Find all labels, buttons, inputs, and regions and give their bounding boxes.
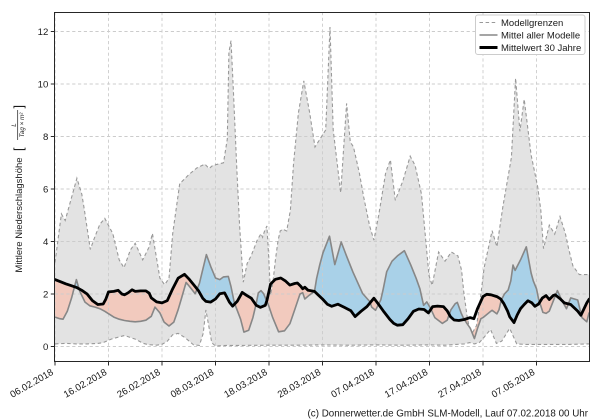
svg-text:6: 6 <box>43 184 48 195</box>
svg-text:L: L <box>11 123 18 127</box>
svg-text:12: 12 <box>38 27 49 38</box>
svg-text:Mittelwert 30 Jahre: Mittelwert 30 Jahre <box>501 43 581 54</box>
svg-text:Mittel aller Modelle: Mittel aller Modelle <box>501 30 580 41</box>
svg-text:]: ] <box>12 105 26 108</box>
svg-text:4: 4 <box>43 237 49 248</box>
svg-text:Tag × m²: Tag × m² <box>19 112 26 138</box>
svg-text:8: 8 <box>43 132 48 143</box>
svg-text:[: [ <box>12 147 26 151</box>
svg-text:Modellgrenzen: Modellgrenzen <box>501 18 563 29</box>
svg-text:(c) Donnerwetter.de GmbH SLM-M: (c) Donnerwetter.de GmbH SLM-Modell, Lau… <box>308 409 589 420</box>
svg-text:10: 10 <box>38 79 49 90</box>
svg-text:0: 0 <box>43 342 48 353</box>
svg-text:2: 2 <box>43 289 48 300</box>
svg-text:Mittlere Niederschlagshöhe: Mittlere Niederschlagshöhe <box>14 157 25 272</box>
